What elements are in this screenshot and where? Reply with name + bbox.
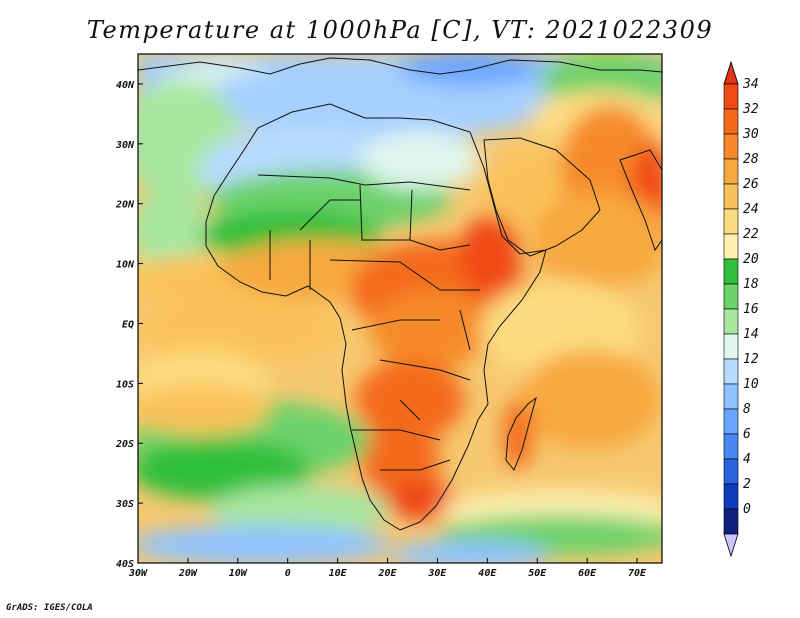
colorbar-swatch bbox=[723, 283, 739, 310]
lat-tick-label: 20S bbox=[115, 439, 134, 450]
colorbar-swatch bbox=[723, 508, 739, 535]
lon-tick-label: 30E bbox=[427, 568, 447, 579]
colorbar-label: 6 bbox=[743, 427, 751, 442]
colorbar-swatch bbox=[723, 433, 739, 460]
lon-tick-label: 60E bbox=[578, 568, 597, 579]
colorbar-swatch bbox=[723, 108, 739, 135]
lat-tick-label: 10N bbox=[116, 260, 135, 271]
india-coastline bbox=[619, 149, 662, 252]
colorbar-label: 8 bbox=[743, 402, 751, 417]
lat-tick-label: 40N bbox=[116, 80, 135, 91]
colorbar-label: 16 bbox=[743, 302, 759, 317]
colorbar-top-arrow bbox=[723, 60, 739, 85]
arabia-coastline bbox=[483, 137, 601, 257]
colorbar-label: 34 bbox=[742, 77, 759, 92]
colorbar-swatch bbox=[723, 208, 739, 235]
colorbar-label: 4 bbox=[743, 452, 751, 467]
credit-text: GrADS: IGES/COLA bbox=[6, 603, 93, 613]
lon-tick-label: 10W bbox=[229, 568, 248, 579]
colorbar-label: 14 bbox=[743, 327, 759, 342]
lat-tick-label: 40S bbox=[116, 559, 134, 570]
colorbar-swatch bbox=[723, 133, 739, 160]
lon-tick-label: 10E bbox=[329, 568, 348, 579]
lon-tick-label: 30W bbox=[128, 568, 148, 579]
lon-tick-label: 70E bbox=[628, 568, 647, 579]
colorbar-swatch bbox=[723, 358, 739, 385]
colorbar-label: 20 bbox=[743, 252, 759, 267]
longitude-axis: 30W 20W 10W 0 10E 20E 30E 40E 50E 60E 70E bbox=[128, 558, 647, 579]
lon-tick-label: 20W bbox=[178, 568, 198, 579]
colorbar-swatch bbox=[723, 183, 739, 210]
lon-tick-label: 50E bbox=[528, 568, 547, 579]
colorbar-label: 0 bbox=[743, 502, 751, 517]
lat-tick-label: 30S bbox=[115, 499, 134, 510]
colorbar-label: 12 bbox=[743, 352, 759, 367]
colorbar-swatch bbox=[723, 258, 739, 285]
latitude-axis: 40N 30N 20N 10N EQ 10S 20S 30S 40S bbox=[115, 80, 143, 570]
africa-coastline bbox=[205, 103, 547, 531]
colorbar-label: 26 bbox=[743, 177, 759, 192]
lon-tick-label: 0 bbox=[285, 568, 291, 579]
colorbar-swatch bbox=[723, 483, 739, 510]
colorbar-label: 22 bbox=[743, 227, 759, 242]
colorbar-label: 32 bbox=[742, 102, 759, 117]
colorbar-label: 2 bbox=[743, 477, 751, 492]
colorbar-label: 28 bbox=[743, 152, 759, 167]
colorbar-swatch bbox=[723, 308, 739, 335]
colorbar-swatch bbox=[723, 83, 739, 110]
coastlines bbox=[138, 57, 662, 531]
madagascar-coastline bbox=[505, 396, 537, 471]
colorbar-label: 30 bbox=[742, 127, 759, 142]
lat-tick-label: 20N bbox=[115, 200, 135, 211]
colorbar-swatch bbox=[723, 158, 739, 185]
colorbar-label: 24 bbox=[743, 202, 759, 217]
colorbar-label: 18 bbox=[743, 277, 759, 292]
chart-title: Temperature at 1000hPa [C], VT: 20210223… bbox=[86, 16, 714, 44]
colorbar-swatch bbox=[723, 408, 739, 435]
colorbar-label: 10 bbox=[743, 377, 759, 392]
colorbar-swatch bbox=[723, 383, 739, 410]
lon-tick-label: 20E bbox=[377, 568, 397, 579]
lat-tick-label: 10S bbox=[116, 379, 134, 390]
colorbar-swatch bbox=[723, 458, 739, 485]
lat-tick-label: 30N bbox=[115, 140, 135, 151]
colorbar-bottom-arrow bbox=[723, 533, 739, 558]
colorbar-swatch bbox=[723, 233, 739, 260]
country-borders bbox=[257, 174, 480, 471]
europe-coastline bbox=[138, 57, 662, 75]
colorbar-swatch bbox=[723, 333, 739, 360]
temperature-field bbox=[138, 54, 662, 563]
plot-frame bbox=[137, 53, 663, 564]
lon-tick-label: 40E bbox=[478, 568, 497, 579]
lat-tick-label: EQ bbox=[122, 319, 134, 330]
